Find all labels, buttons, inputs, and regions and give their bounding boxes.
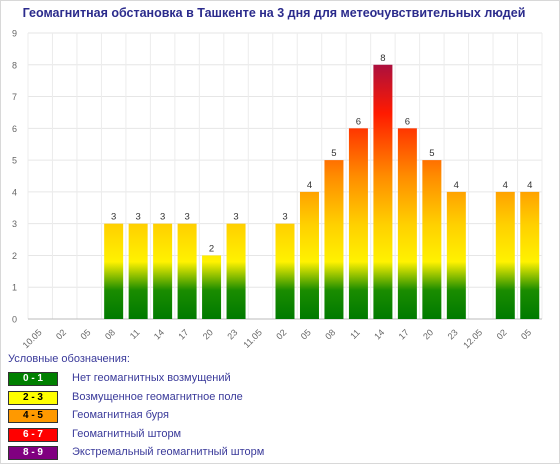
y-tick-label: 1 (12, 283, 17, 293)
legend-swatch: 2 - 3 (8, 390, 58, 405)
x-tick-label: 20 (201, 327, 215, 341)
x-tick-label: 05 (519, 327, 533, 341)
bar-value-label: 3 (160, 212, 165, 223)
geomagnetic-bar-chart: Геомагнитная обстановка в Ташкенте на 3 … (12, 6, 543, 350)
bar-value-label: 5 (331, 148, 336, 159)
bar[interactable] (324, 160, 344, 319)
x-tick-label: 23 (446, 327, 460, 341)
bar-value-label: 3 (233, 212, 238, 223)
x-tick-label: 02 (274, 327, 288, 341)
bar-value-label: 2 (209, 243, 214, 254)
y-tick-label: 5 (12, 156, 17, 166)
x-tick-label: 14 (152, 327, 166, 341)
legend-swatch: 6 - 7 (8, 427, 58, 442)
y-tick-label: 2 (12, 251, 17, 261)
legend-swatch: 4 - 5 (8, 409, 58, 423)
bar-value-label: 3 (135, 212, 140, 223)
bar-value-label: 5 (429, 148, 434, 159)
bar-value-label: 3 (282, 212, 287, 223)
bar-value-label: 4 (454, 180, 459, 191)
x-tick-label: 02 (495, 327, 509, 341)
legend-swatch: 8 - 9 (8, 446, 58, 460)
x-tick-label: 20 (421, 327, 435, 341)
x-tick-label: 10.05 (21, 327, 44, 350)
legend-label: Геомагнитная буря (72, 409, 169, 421)
chart-title: Геомагнитная обстановка в Ташкенте на 3 … (23, 6, 526, 20)
legend-title: Условные обозначения: (8, 353, 130, 365)
legend-label: Геомагнитный шторм (72, 427, 182, 440)
x-tick-label: 14 (372, 327, 386, 341)
bar-value-label: 6 (356, 116, 361, 127)
bar[interactable] (128, 223, 148, 319)
bar[interactable] (299, 191, 319, 319)
bar[interactable] (520, 191, 540, 319)
bar-value-label: 3 (111, 212, 116, 223)
x-tick-label: 11.05 (241, 327, 264, 350)
x-tick-label: 11 (348, 327, 362, 341)
y-tick-label: 7 (12, 92, 17, 102)
bar-value-label: 4 (527, 180, 532, 191)
legend-label: Нет геомагнитных возмущений (72, 372, 231, 384)
y-tick-label: 8 (12, 60, 17, 70)
x-tick-label: 08 (323, 327, 337, 341)
bar-value-label: 4 (503, 180, 508, 191)
bar[interactable] (202, 255, 222, 319)
legend-swatch: 0 - 1 (8, 372, 58, 386)
y-tick-label: 3 (12, 219, 17, 229)
y-tick-label: 4 (12, 187, 17, 197)
bar[interactable] (153, 223, 173, 319)
bar[interactable] (348, 128, 368, 319)
x-tick-label: 17 (397, 327, 411, 341)
bar[interactable] (104, 223, 124, 319)
x-tick-label: 08 (103, 327, 117, 341)
bar-value-label: 8 (380, 53, 385, 64)
bar-value-label: 4 (307, 180, 312, 191)
bar-value-label: 6 (405, 116, 410, 127)
y-tick-label: 0 (12, 315, 17, 325)
x-tick-label: 11 (128, 327, 142, 341)
bar[interactable] (226, 223, 246, 319)
y-tick-label: 9 (12, 29, 17, 39)
x-tick-label: 05 (299, 327, 313, 341)
bar[interactable] (177, 223, 197, 319)
legend-label: Экстремальный геомагнитный шторм (72, 446, 265, 458)
bar[interactable] (275, 223, 295, 319)
bar[interactable] (373, 64, 393, 320)
x-tick-label: 17 (176, 327, 190, 341)
legend-label: Возмущенное геомагнитное поле (72, 390, 243, 403)
x-tick-label: 05 (78, 327, 92, 341)
bar[interactable] (397, 128, 417, 319)
bar[interactable] (495, 191, 515, 319)
x-tick-label: 12.05 (461, 327, 484, 350)
bar[interactable] (422, 160, 442, 319)
x-tick-label: 23 (225, 327, 239, 341)
bar[interactable] (446, 191, 466, 319)
y-tick-label: 6 (12, 124, 17, 134)
bar-value-label: 3 (184, 212, 189, 223)
x-tick-label: 02 (54, 327, 68, 341)
